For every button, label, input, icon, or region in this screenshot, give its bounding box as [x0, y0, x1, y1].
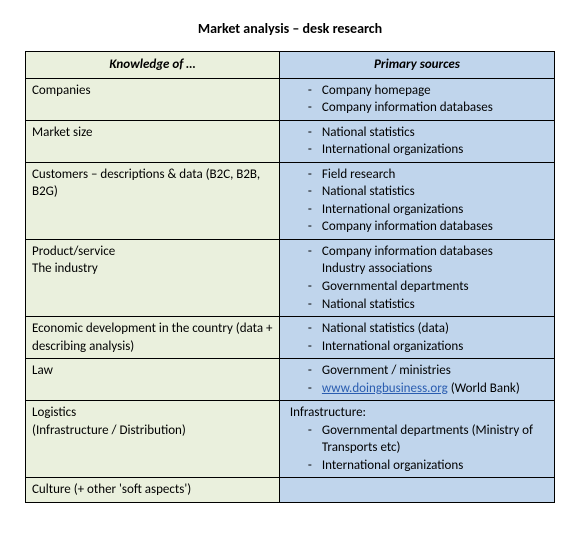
table-row: LawGovernment / ministrieswww.doingbusin… — [26, 359, 555, 401]
sources-list: National statisticsInternational organiz… — [286, 124, 548, 159]
knowledge-cell: Product/serviceThe industry — [26, 239, 280, 316]
sources-item: Company information databases — [308, 218, 548, 236]
sources-item: Industry associations — [308, 260, 548, 278]
sources-item: Field research — [308, 166, 548, 184]
sources-list: Company information databasesIndustry as… — [286, 243, 548, 313]
sources-item: National statistics — [308, 124, 548, 142]
knowledge-cell: Market size — [26, 120, 280, 162]
header-knowledge: Knowledge of … — [26, 52, 280, 79]
sources-cell: Infrastructure:Governmental departments … — [279, 401, 554, 478]
knowledge-cell: Companies — [26, 78, 280, 120]
sources-item: Government / ministries — [308, 362, 548, 380]
sources-item: International organizations — [308, 201, 548, 219]
sources-item: Company information databases — [308, 243, 548, 261]
sources-cell: National statisticsInternational organiz… — [279, 120, 554, 162]
knowledge-cell: Customers – descriptions & data (B2C, B2… — [26, 162, 280, 239]
sources-item: National statistics (data) — [308, 320, 548, 338]
table-row: Product/serviceThe industryCompany infor… — [26, 239, 555, 316]
knowledge-cell: Law — [26, 359, 280, 401]
sources-list: Field researchNational statisticsInterna… — [286, 166, 548, 236]
sources-cell — [279, 478, 554, 503]
header-sources: Primary sources — [279, 52, 554, 79]
market-analysis-table: Knowledge of … Primary sources Companies… — [25, 51, 555, 503]
sources-item: Company homepage — [308, 82, 548, 100]
page-title: Market analysis – desk research — [20, 20, 560, 37]
knowledge-cell: Culture (+ other 'soft aspects') — [26, 478, 280, 503]
table-row: Culture (+ other 'soft aspects') — [26, 478, 555, 503]
sources-cell: Company information databasesIndustry as… — [279, 239, 554, 316]
sources-item: www.doingbusiness.org (World Bank) — [308, 380, 548, 398]
sources-list: Governmental departments (Ministry of Tr… — [286, 422, 548, 475]
sources-item: Governmental departments (Ministry of Tr… — [308, 422, 548, 457]
sources-item: International organizations — [308, 141, 548, 159]
sources-list: National statistics (data)International … — [286, 320, 548, 355]
sources-cell: Company homepageCompany information data… — [279, 78, 554, 120]
sources-list: Government / ministrieswww.doingbusiness… — [286, 362, 548, 397]
sources-cell: National statistics (data)International … — [279, 317, 554, 359]
table-row: Customers – descriptions & data (B2C, B2… — [26, 162, 555, 239]
table-header-row: Knowledge of … Primary sources — [26, 52, 555, 79]
table-row: CompaniesCompany homepageCompany informa… — [26, 78, 555, 120]
sources-prefix: Infrastructure: — [286, 404, 548, 422]
sources-item: International organizations — [308, 338, 548, 356]
sources-item: National statistics — [308, 183, 548, 201]
sources-cell: Government / ministrieswww.doingbusiness… — [279, 359, 554, 401]
sources-item: International organizations — [308, 457, 548, 475]
knowledge-cell: Logistics(Infrastructure / Distribution) — [26, 401, 280, 478]
table-row: Market sizeNational statisticsInternatio… — [26, 120, 555, 162]
sources-list: Company homepageCompany information data… — [286, 82, 548, 117]
sources-item: National statistics — [308, 296, 548, 314]
sources-item: Governmental departments — [308, 278, 548, 296]
knowledge-cell: Economic development in the country (dat… — [26, 317, 280, 359]
sources-cell: Field researchNational statisticsInterna… — [279, 162, 554, 239]
table-row: Economic development in the country (dat… — [26, 317, 555, 359]
source-link[interactable]: www.doingbusiness.org — [322, 381, 448, 396]
table-row: Logistics(Infrastructure / Distribution)… — [26, 401, 555, 478]
sources-item: Company information databases — [308, 99, 548, 117]
